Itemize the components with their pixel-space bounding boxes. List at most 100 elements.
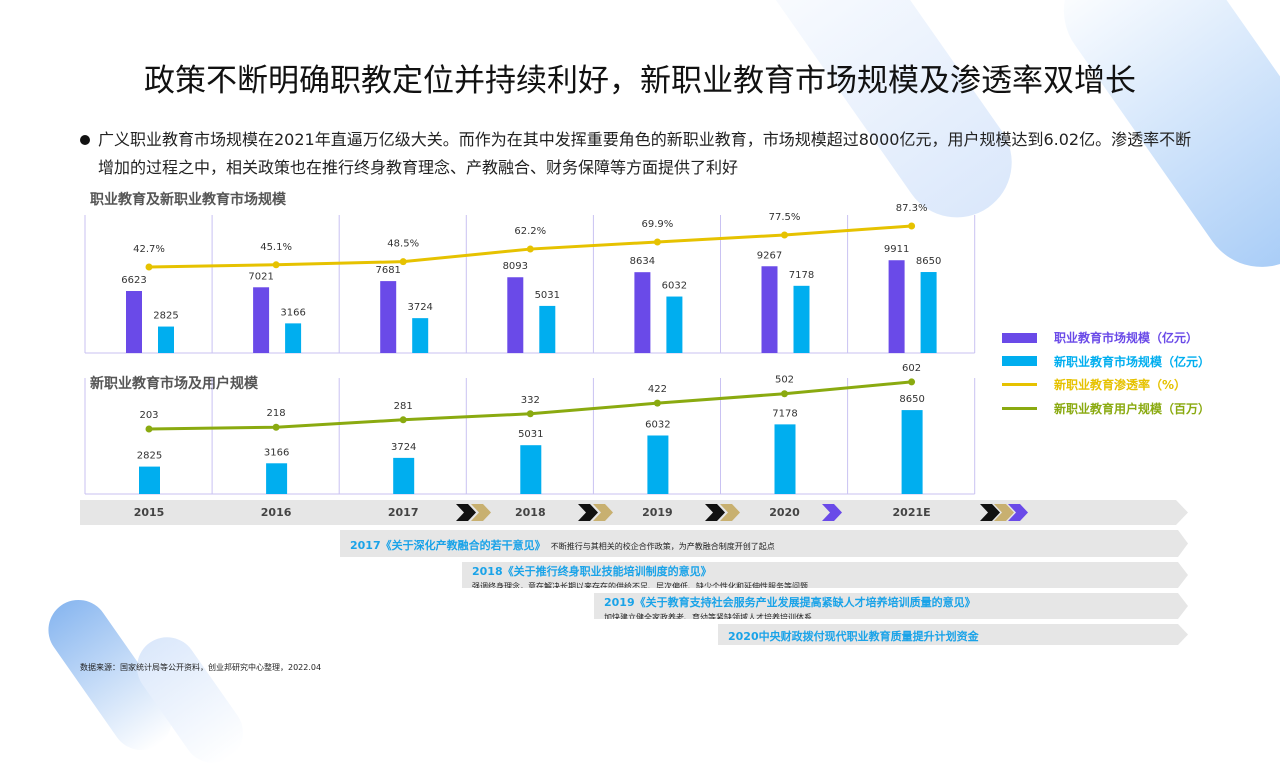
point-penetration	[908, 222, 916, 230]
point-users	[526, 410, 534, 418]
point-penetration	[526, 245, 534, 253]
legend: 职业教育市场规模（亿元） 新职业教育市场规模（亿元） 新职业教育渗透率（%） 新…	[1002, 326, 1210, 420]
policy-desc: 不断推行与其相关的校企合作政策，为产教融合制度开创了起点	[550, 542, 775, 551]
point-penetration	[653, 238, 661, 246]
legend-label: 新职业教育渗透率（%）	[1054, 378, 1187, 393]
policy-head: 2017《关于深化产教融合的若干意见》	[350, 539, 546, 552]
bar-market	[634, 272, 651, 353]
x-tick-label: 2020	[769, 506, 800, 519]
data-label: 8650	[916, 256, 941, 267]
chevron-icon	[705, 504, 725, 521]
point-penetration	[272, 261, 280, 269]
data-label: 2825	[153, 311, 178, 322]
bar-new-market	[139, 466, 160, 494]
policy-desc: 加快建立健全家政养老、育幼等紧缺领域人才培养培训体系	[604, 613, 812, 622]
data-label: 6032	[662, 281, 687, 292]
point-users	[653, 399, 661, 407]
bar-new-market	[520, 445, 542, 494]
chevron-icon	[1008, 504, 1028, 521]
chevron-icon	[471, 504, 491, 521]
legend-item: 职业教育市场规模（亿元）	[1002, 326, 1210, 350]
data-label: 5031	[535, 290, 560, 301]
legend-item: 新职业教育市场规模（亿元）	[1002, 350, 1210, 374]
data-label: 218	[267, 408, 286, 419]
chart2-title: 新职业教育市场及用户规模	[90, 376, 258, 392]
policy-2020: 2020中央财政拨付现代职业教育质量提升计划资金	[718, 624, 1188, 645]
legend-label: 职业教育市场规模（亿元）	[1054, 331, 1199, 346]
bar-new-market	[158, 326, 174, 353]
data-label: 3724	[391, 442, 416, 453]
bar-new-market	[285, 323, 302, 353]
data-label: 7178	[772, 408, 797, 419]
data-label: 8093	[503, 261, 528, 272]
x-tick-label: 2017	[388, 506, 419, 519]
point-users	[908, 378, 916, 386]
data-label: 87.3%	[896, 203, 928, 214]
data-label: 69.9%	[642, 219, 674, 230]
point-users	[399, 416, 407, 424]
bar-new-market	[412, 318, 429, 353]
data-label: 8650	[899, 394, 924, 405]
data-label: 7681	[375, 265, 400, 276]
summary-bullet: 广义职业教育市场规模在2021年直逼万亿级大关。而作为在其中发挥重要角色的新职业…	[80, 126, 1205, 182]
data-label: 203	[139, 410, 158, 421]
chevron-icon	[593, 504, 613, 521]
bar-market	[761, 266, 778, 353]
bar-new-market	[793, 285, 810, 353]
chart1-title: 职业教育及新职业教育市场规模	[90, 192, 286, 208]
data-label: 502	[775, 375, 794, 386]
data-label: 42.7%	[133, 244, 165, 255]
chevron-icon	[456, 504, 476, 521]
legend-item: 新职业教育渗透率（%）	[1002, 373, 1210, 397]
x-tick-label: 2018	[515, 506, 546, 519]
data-label: 6623	[121, 275, 146, 286]
policy-2017: 2017《关于深化产教融合的若干意见》 不断推行与其相关的校企合作政策，为产教融…	[340, 530, 1188, 557]
bar-market	[380, 281, 397, 353]
timeline-bar	[80, 500, 1188, 525]
data-label: 7178	[789, 270, 814, 281]
policy-head: 2020中央财政拨付现代职业教育质量提升计划资金	[728, 630, 979, 643]
page-title: 政策不断明确职教定位并持续利好，新职业教育市场规模及渗透率双增长	[144, 63, 1136, 99]
chevron-icon	[822, 504, 842, 521]
chevron-icon	[578, 504, 598, 521]
data-label: 3724	[407, 302, 432, 313]
legend-label: 新职业教育市场规模（亿元）	[1054, 354, 1211, 369]
data-label: 62.2%	[514, 226, 546, 237]
policy-head: 2018《关于推行终身职业技能培训制度的意见》	[472, 565, 712, 578]
bar-market	[888, 260, 905, 353]
data-label: 3166	[280, 307, 305, 318]
data-label: 281	[394, 401, 413, 412]
data-label: 8634	[630, 256, 655, 267]
bar-market	[126, 291, 142, 353]
data-label: 5031	[518, 429, 543, 440]
x-tick-label: 2016	[261, 506, 292, 519]
point-penetration	[145, 263, 153, 271]
point-penetration	[781, 231, 788, 239]
data-label: 45.1%	[260, 242, 292, 253]
data-label: 422	[648, 384, 667, 395]
bar-new-market	[901, 410, 923, 494]
bar-new-market	[666, 296, 683, 353]
bar-new-market	[920, 272, 937, 353]
point-users	[145, 425, 153, 433]
point-users	[781, 390, 788, 398]
legend-item: 新职业教育用户规模（百万）	[1002, 397, 1210, 421]
x-tick-label: 2019	[642, 506, 673, 519]
policy-2018: 2018《关于推行终身职业技能培训制度的意见》 强调终身理念，意在解决长期以来存在…	[462, 562, 1188, 588]
point-penetration	[399, 258, 407, 266]
data-label: 7021	[248, 271, 273, 282]
data-label: 2825	[137, 451, 162, 462]
data-label: 6032	[645, 419, 670, 430]
bar-market	[507, 277, 524, 353]
data-label: 9911	[884, 244, 909, 255]
charts-svg: 6623 7021 7681 8093 8634 9267 9911 2825 3166 3724…	[80, 203, 1188, 525]
point-users	[272, 423, 280, 431]
data-label: 9267	[757, 250, 782, 261]
data-label: 332	[521, 395, 540, 406]
bar-new-market	[539, 305, 556, 353]
bar-new-market	[266, 463, 288, 494]
chevron-icon	[980, 504, 1000, 521]
chevron-icon	[994, 504, 1014, 521]
data-label: 602	[902, 363, 921, 374]
data-label: 3166	[264, 447, 289, 458]
